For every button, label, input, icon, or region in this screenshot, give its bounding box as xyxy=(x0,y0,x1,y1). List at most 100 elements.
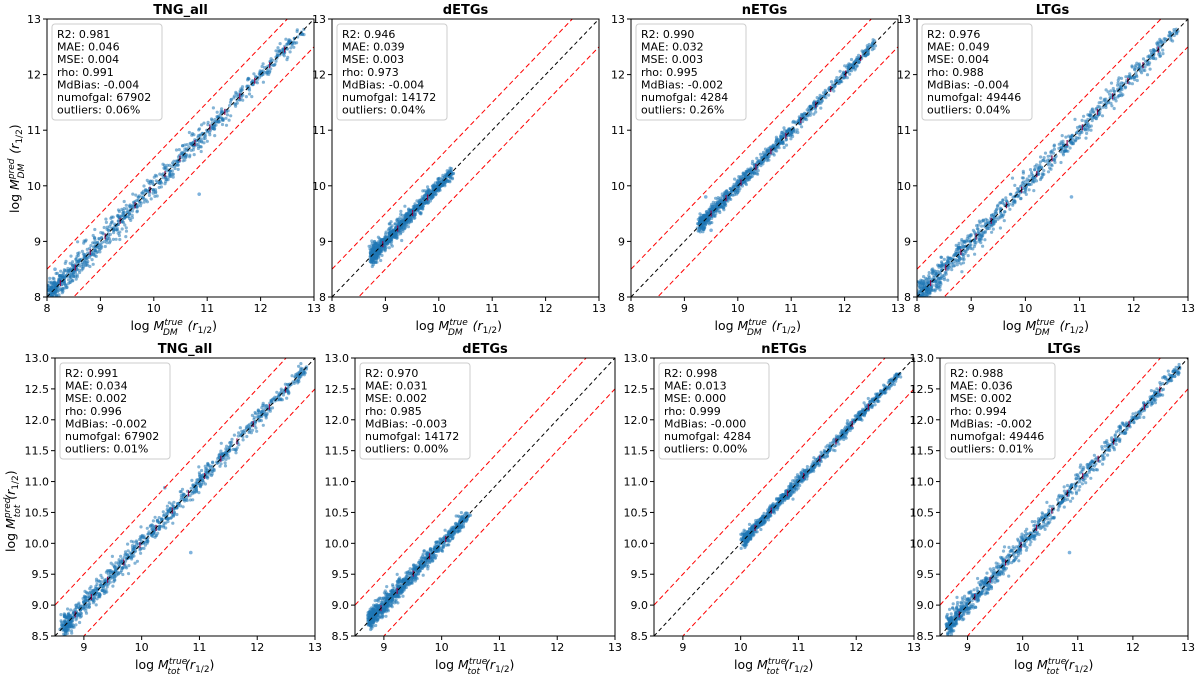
data-point xyxy=(263,65,267,70)
data-point xyxy=(922,301,925,304)
data-point xyxy=(122,555,126,559)
data-point xyxy=(1002,213,1006,217)
data-point xyxy=(116,231,120,235)
data-point xyxy=(1091,116,1095,120)
data-point xyxy=(930,286,934,290)
x-tick-label: 12 xyxy=(250,641,264,654)
data-point xyxy=(188,498,192,502)
data-point xyxy=(1132,75,1136,79)
data-point xyxy=(92,250,96,255)
data-point xyxy=(819,100,824,104)
data-point xyxy=(1064,145,1069,149)
data-point xyxy=(703,222,707,226)
data-point xyxy=(391,228,396,232)
data-point xyxy=(60,620,64,624)
data-point xyxy=(284,37,288,41)
axes-frame xyxy=(630,18,899,298)
data-point xyxy=(728,187,733,191)
lower-band-line xyxy=(358,46,599,297)
data-point xyxy=(1063,149,1067,153)
data-point xyxy=(104,220,108,224)
stats-line: rho: 0.991 xyxy=(57,66,114,79)
data-point xyxy=(424,190,428,194)
y-tick-label: 11 xyxy=(897,124,911,137)
data-point xyxy=(162,163,167,167)
data-point xyxy=(277,393,281,398)
data-point xyxy=(121,572,125,577)
data-point xyxy=(176,160,180,164)
data-point xyxy=(735,181,739,185)
data-point xyxy=(166,509,170,513)
data-point xyxy=(114,568,118,572)
data-point xyxy=(203,464,207,468)
data-point xyxy=(404,213,408,217)
data-point xyxy=(1121,93,1125,97)
data-point xyxy=(130,548,135,552)
data-point xyxy=(299,31,303,36)
y-tick-label: 9.5 xyxy=(32,568,50,581)
data-point xyxy=(128,551,132,555)
data-point xyxy=(849,57,854,62)
data-point xyxy=(1042,169,1046,173)
y-tick-label: 12 xyxy=(312,69,326,82)
data-point xyxy=(801,119,805,124)
data-point xyxy=(760,156,764,160)
data-point xyxy=(234,90,238,94)
data-point xyxy=(78,270,82,275)
data-point xyxy=(375,241,380,245)
data-point xyxy=(1089,124,1093,128)
stats-line: outliers: 0.01% xyxy=(65,443,148,456)
data-point xyxy=(1068,146,1072,150)
data-point xyxy=(1078,132,1082,136)
data-point xyxy=(241,438,245,442)
x-tick-label: 10 xyxy=(135,641,149,654)
stats-line: MSE: 0.004 xyxy=(57,53,119,66)
data-point xyxy=(227,118,231,122)
data-point xyxy=(913,290,916,293)
y-tick-label: 13 xyxy=(611,13,625,26)
data-point xyxy=(285,58,289,62)
data-point xyxy=(52,297,55,300)
data-point xyxy=(1109,101,1113,105)
data-point xyxy=(105,241,109,245)
data-point xyxy=(124,235,128,239)
data-point xyxy=(245,84,249,88)
data-point xyxy=(172,511,176,515)
data-point xyxy=(218,464,222,468)
data-point xyxy=(303,371,307,375)
data-point xyxy=(206,462,210,466)
data-point xyxy=(84,609,88,613)
data-point xyxy=(1133,68,1137,72)
data-point xyxy=(816,99,820,103)
data-point xyxy=(401,227,406,231)
data-point xyxy=(437,181,441,186)
data-point xyxy=(1032,189,1036,193)
data-point xyxy=(111,237,115,241)
data-point xyxy=(400,238,404,243)
data-point xyxy=(153,515,157,519)
data-point xyxy=(92,588,96,592)
stats-line: rho: 0.973 xyxy=(342,66,399,79)
data-point xyxy=(139,551,143,555)
data-point xyxy=(234,104,238,108)
outlier-point xyxy=(188,550,193,555)
data-point xyxy=(70,631,74,635)
data-point xyxy=(140,546,144,550)
data-point xyxy=(979,241,983,245)
data-point xyxy=(247,92,252,96)
data-point xyxy=(952,254,956,258)
data-point xyxy=(924,307,927,310)
data-point xyxy=(191,498,195,502)
data-point xyxy=(1062,146,1066,150)
data-point xyxy=(255,429,259,433)
data-point xyxy=(166,512,170,516)
data-point xyxy=(917,283,921,287)
identity-line xyxy=(917,19,1188,297)
data-point xyxy=(1046,154,1050,158)
data-point xyxy=(130,216,134,220)
identity-line xyxy=(47,19,314,297)
x-tick-label: 13 xyxy=(891,302,905,315)
data-point xyxy=(77,601,81,605)
data-point xyxy=(72,615,76,619)
